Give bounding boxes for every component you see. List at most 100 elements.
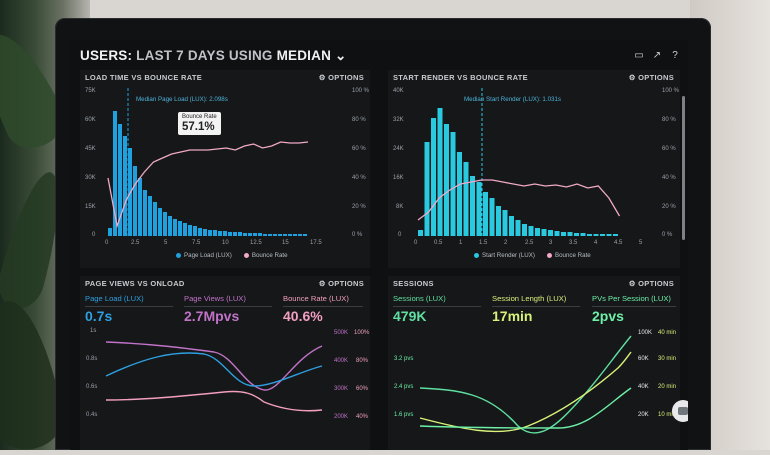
x-axis-tick: 7.5 xyxy=(192,240,201,246)
median-label: Median Page Load (LUX): 2.098s xyxy=(136,96,228,103)
histogram-bar xyxy=(515,220,521,236)
histogram-bar xyxy=(502,210,508,236)
chevron-down-icon[interactable]: ⌄ xyxy=(334,48,347,63)
legend-item[interactable]: Page Load (LUX) xyxy=(176,252,232,259)
page-views-line xyxy=(105,341,323,391)
help-icon[interactable]: ? xyxy=(672,50,678,61)
divider xyxy=(592,306,676,307)
histogram-bar xyxy=(163,212,167,236)
options-button[interactable]: ⚙ OPTIONS xyxy=(318,279,364,288)
divider xyxy=(492,306,580,307)
histogram-bar xyxy=(288,234,292,236)
kpi-label-page-load: Page Load (LUX) xyxy=(85,294,144,303)
title-range: LAST 7 DAYS xyxy=(136,48,225,63)
histogram-bar xyxy=(173,219,177,236)
load-time-chart xyxy=(107,88,309,236)
kpi-value-sessions: 479K xyxy=(393,308,427,324)
y-axis-tick: 60K xyxy=(85,117,96,123)
page-load-line xyxy=(105,352,323,387)
kpi-label-page-views: Page Views (LUX) xyxy=(184,294,246,303)
histogram-bar xyxy=(450,132,456,236)
chat-button[interactable]: 1 xyxy=(672,400,688,422)
y2-axis-tick: 60 % xyxy=(352,146,366,152)
y-axis-tick: 1.6 pvs xyxy=(394,412,414,418)
y2-axis-tick: 20 % xyxy=(662,204,676,210)
y3-axis-tick: 20 min xyxy=(658,384,677,390)
histogram-bar xyxy=(208,230,212,236)
histogram-bar xyxy=(418,230,423,236)
histogram-bar xyxy=(118,124,122,236)
panel-title: PAGE VIEWS VS ONLOAD xyxy=(85,279,185,288)
histogram-bar xyxy=(509,216,514,236)
dashboard-screen: USERS: LAST 7 DAYS USING MEDIAN ⌄ ▭ ↗ ? … xyxy=(70,40,688,450)
divider xyxy=(184,306,272,307)
histogram-bar xyxy=(278,234,282,236)
y3-axis-tick: 80% xyxy=(356,358,369,364)
x-axis-tick: 10 xyxy=(222,240,229,246)
legend-item[interactable]: Bounce Rate xyxy=(546,252,591,259)
panel-title: LOAD TIME VS BOUNCE RATE xyxy=(85,73,203,82)
bounce-rate-line xyxy=(417,179,621,221)
y2-axis-tick: 0 % xyxy=(662,232,673,238)
y3-axis-tick: 100% xyxy=(354,330,370,336)
legend-item[interactable]: Start Render (LUX) xyxy=(474,252,535,259)
legend-swatch xyxy=(474,252,479,258)
histogram-bar xyxy=(606,234,612,236)
legend-swatch xyxy=(546,252,552,258)
legend-item[interactable]: Bounce Rate xyxy=(243,252,288,259)
histogram-bar xyxy=(268,234,272,236)
scrollbar[interactable] xyxy=(682,96,685,240)
monitor-icon[interactable]: ▭ xyxy=(634,50,644,61)
histogram-bar xyxy=(496,206,501,236)
y-axis-tick: 3.2 pvs xyxy=(394,356,414,362)
options-button[interactable]: ⚙ OPTIONS xyxy=(628,73,674,82)
start-render-chart xyxy=(417,88,621,236)
options-button[interactable]: ⚙ OPTIONS xyxy=(318,73,364,82)
histogram-bar xyxy=(113,111,117,236)
histogram-bar xyxy=(489,198,495,236)
x-axis-tick: 1.5 xyxy=(479,240,488,246)
y-axis-tick: 0.6s xyxy=(86,384,98,390)
divider xyxy=(393,306,481,307)
kpi-label-sessions: Sessions (LUX) xyxy=(393,294,446,303)
histogram-bar xyxy=(303,234,307,236)
histogram-bar xyxy=(178,221,182,236)
x-axis-tick: 0 xyxy=(105,240,109,246)
bounce-rate-line xyxy=(105,390,323,412)
histogram-bar xyxy=(213,230,217,236)
y2-axis-tick: 100 % xyxy=(352,88,370,94)
x-axis-tick: 0 xyxy=(414,240,418,246)
histogram-bar xyxy=(431,118,436,236)
histogram-bar xyxy=(298,234,302,236)
y-axis-tick: 45K xyxy=(85,146,96,152)
histogram-bar xyxy=(198,228,202,236)
trend-icon[interactable]: ↗ xyxy=(652,50,662,61)
histogram-bar xyxy=(535,228,540,236)
dashboard-title[interactable]: USERS: LAST 7 DAYS USING MEDIAN ⌄ xyxy=(80,48,347,64)
divider xyxy=(85,306,173,307)
histogram-bar xyxy=(143,190,147,236)
histogram-bar xyxy=(567,232,573,236)
histogram-bar xyxy=(587,234,592,236)
histogram-bar xyxy=(263,234,267,236)
options-button[interactable]: ⚙ OPTIONS xyxy=(628,279,674,288)
title-metric: MEDIAN xyxy=(276,48,332,63)
header-icons: ▭ ↗ ? xyxy=(634,51,680,61)
y-axis-tick: 40K xyxy=(393,88,404,94)
y2-axis-tick: 80 % xyxy=(662,117,676,123)
histogram-bar xyxy=(424,142,430,236)
histogram-bar xyxy=(238,232,242,236)
x-axis-tick: 5 xyxy=(164,240,168,246)
histogram-bar xyxy=(273,234,277,236)
y3-axis-tick: 40% xyxy=(356,414,369,420)
legend-label: Start Render (LUX) xyxy=(482,252,535,259)
histogram-bar xyxy=(554,231,560,236)
y2-axis-tick: 100K xyxy=(638,330,653,336)
y2-axis-tick: 20 % xyxy=(352,204,366,210)
tooltip-label: Bounce Rate xyxy=(182,114,217,120)
y2-axis-tick: 500K xyxy=(334,330,349,336)
histogram-bar xyxy=(183,223,187,236)
histogram-bar xyxy=(228,232,232,236)
kpi-value-bounce-rate: 40.6% xyxy=(283,308,323,324)
histogram-bar xyxy=(128,148,132,236)
